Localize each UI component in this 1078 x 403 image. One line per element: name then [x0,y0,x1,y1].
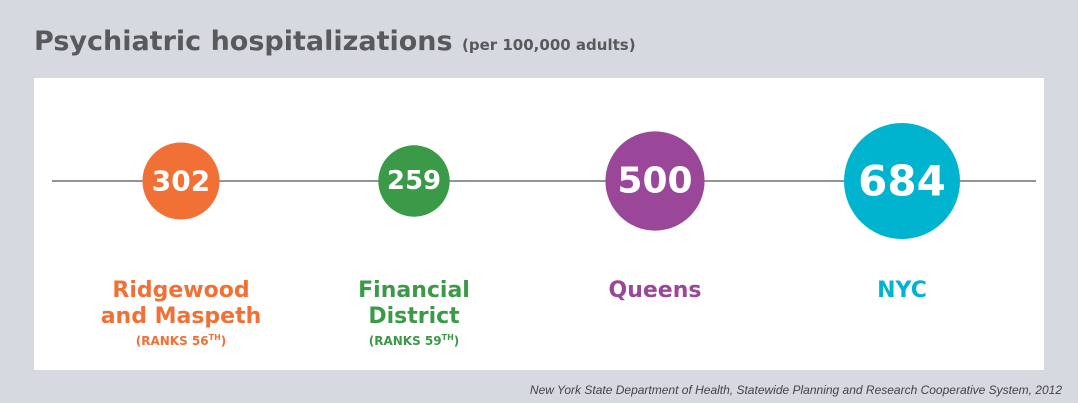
category-label: NYC [877,278,927,303]
bubble [844,123,960,239]
value-label: 684 [858,157,946,206]
source: New York State Department of Health, Sta… [529,383,1062,397]
title-block: Psychiatric hospitalizations (per 100,00… [34,26,636,57]
rank-close: ) [453,334,460,348]
rank-note: (RANKS 56TH) [86,333,276,348]
rank-note: (RANKS 59TH) [319,333,509,348]
rank-suffix: TH [208,333,221,342]
chart-subtitle: (per 100,000 adults) [461,36,636,54]
bubble [378,145,450,217]
value-label: 259 [387,166,441,196]
chart-title: Psychiatric hospitalizations [34,26,453,57]
rank-close: ) [220,334,227,348]
category-label: Financial District [358,278,470,329]
value-label: 302 [152,165,210,198]
rank-text: (RANKS 59 [368,334,442,348]
bubble [605,131,705,231]
value-label: 500 [617,161,692,202]
category-label: Ridgewood and Maspeth [100,278,262,329]
rank-suffix: TH [441,333,454,342]
category-label: Queens [608,278,702,303]
bubble [142,142,220,220]
rank-text: (RANKS 56 [135,334,209,348]
